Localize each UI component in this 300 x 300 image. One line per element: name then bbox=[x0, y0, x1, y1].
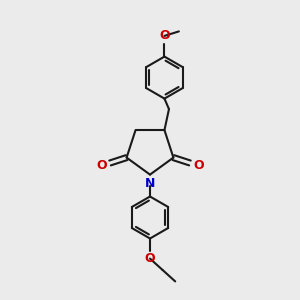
Text: O: O bbox=[96, 159, 107, 172]
Text: N: N bbox=[145, 177, 155, 190]
Text: O: O bbox=[145, 252, 155, 265]
Text: O: O bbox=[159, 29, 170, 42]
Text: O: O bbox=[193, 159, 204, 172]
